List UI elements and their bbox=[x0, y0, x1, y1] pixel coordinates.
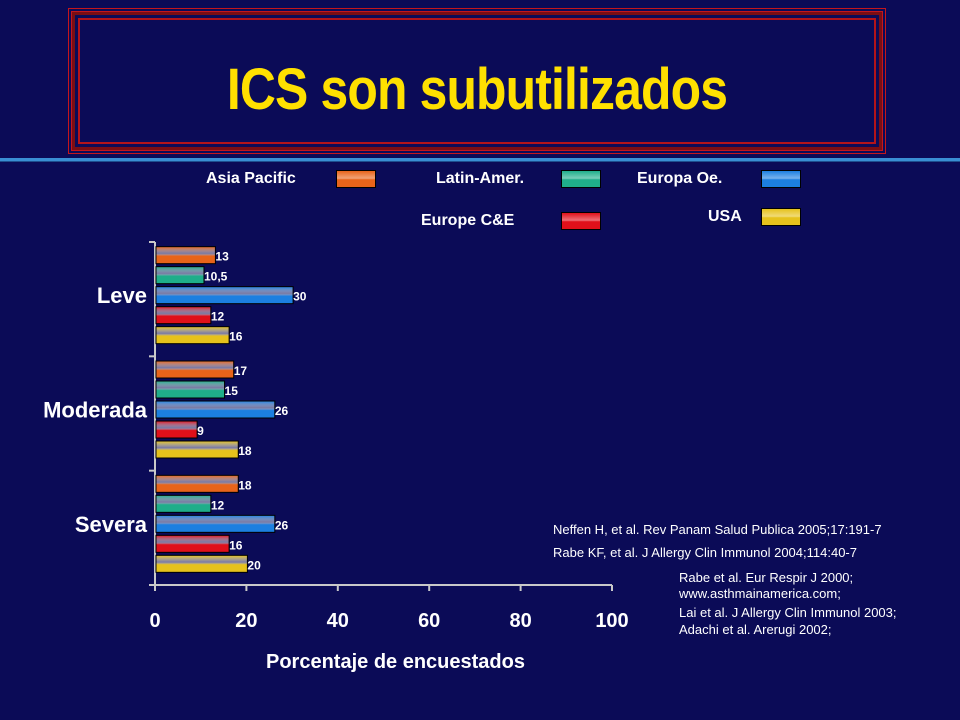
legend-label-asia-pacific: Asia Pacific bbox=[206, 170, 296, 187]
legend-label-latin-amer: Latin-Amer. bbox=[436, 170, 525, 187]
legend-swatch-usa bbox=[761, 208, 801, 226]
reference-neffen: Neffen H, et al. Rev Panam Salud Publica… bbox=[553, 522, 882, 537]
bar-europe-c-e-leve bbox=[155, 306, 212, 325]
x-tick-label: 80 bbox=[509, 610, 531, 632]
bar-usa-moderada bbox=[155, 440, 239, 459]
x-tick-label: 60 bbox=[418, 610, 440, 632]
x-tick-label: 0 bbox=[149, 610, 160, 632]
data-label: 18 bbox=[238, 444, 252, 458]
legend-swatch-asia-pacific bbox=[336, 170, 376, 188]
data-label: 18 bbox=[238, 478, 252, 492]
bar-europe-c-e-severa bbox=[155, 534, 230, 553]
header-divider bbox=[0, 158, 960, 161]
reference-website: www.asthmainamerica.com; bbox=[679, 586, 841, 601]
data-label: 26 bbox=[275, 518, 289, 532]
reference-adachi: Adachi et al. Arerugi 2002; bbox=[679, 622, 832, 637]
category-label-leve: Leve bbox=[97, 283, 147, 308]
legend-swatch-europa-oe bbox=[761, 170, 801, 188]
bar-europa-oe-severa bbox=[155, 514, 276, 533]
bar-latin-amer-leve bbox=[155, 266, 205, 285]
reference-rabe-erj: Rabe et al. Eur Respir J 2000; bbox=[679, 570, 854, 585]
data-label: 9 bbox=[197, 424, 204, 438]
bar-europe-c-e-moderada bbox=[155, 420, 198, 439]
legend-swatch-europe-ce bbox=[561, 212, 601, 230]
slide-title: ICS son subutilizados bbox=[226, 57, 728, 122]
bar-asia-pacific-severa bbox=[155, 474, 239, 493]
x-tick-label: 100 bbox=[595, 610, 628, 632]
title-frame: ICS son subutilizados bbox=[68, 8, 886, 154]
data-label: 26 bbox=[275, 404, 289, 418]
category-label-severa: Severa bbox=[75, 512, 148, 537]
data-label: 10,5 bbox=[204, 270, 228, 284]
data-label: 16 bbox=[229, 538, 243, 552]
legend-label-europe-ce: Europe C&E bbox=[421, 212, 515, 229]
x-axis-label: Porcentaje de encuestados bbox=[266, 651, 525, 673]
data-label: 16 bbox=[229, 330, 243, 344]
data-label: 12 bbox=[211, 310, 225, 324]
bar-europa-oe-leve bbox=[155, 286, 294, 305]
legend-swatch-latin-amer bbox=[561, 170, 601, 188]
x-tick-label: 40 bbox=[327, 610, 349, 632]
bar-latin-amer-moderada bbox=[155, 380, 226, 399]
legend-label-usa: USA bbox=[708, 208, 742, 225]
header-divider-shadow bbox=[0, 161, 960, 162]
bar-asia-pacific-moderada bbox=[155, 360, 235, 379]
bar-usa-leve bbox=[155, 326, 230, 345]
data-label: 13 bbox=[215, 250, 229, 264]
data-label: 15 bbox=[225, 384, 239, 398]
reference-rabe-jaci: Rabe KF, et al. J Allergy Clin Immunol 2… bbox=[553, 545, 857, 560]
category-label-moderada: Moderada bbox=[43, 398, 148, 423]
bar-latin-amer-severa bbox=[155, 494, 212, 513]
data-label: 12 bbox=[211, 498, 225, 512]
bar-usa-severa bbox=[155, 554, 248, 573]
x-tick-label: 20 bbox=[235, 610, 257, 632]
reference-lai: Lai et al. J Allergy Clin Immunol 2003; bbox=[679, 605, 897, 620]
bar-europa-oe-moderada bbox=[155, 400, 276, 419]
data-label: 20 bbox=[247, 558, 261, 572]
data-label: 17 bbox=[234, 364, 248, 378]
title-frame-inner bbox=[78, 18, 876, 144]
bar-asia-pacific-leve bbox=[155, 246, 216, 265]
legend-label-europa-oe: Europa Oe. bbox=[637, 170, 723, 187]
data-label: 30 bbox=[293, 290, 307, 304]
